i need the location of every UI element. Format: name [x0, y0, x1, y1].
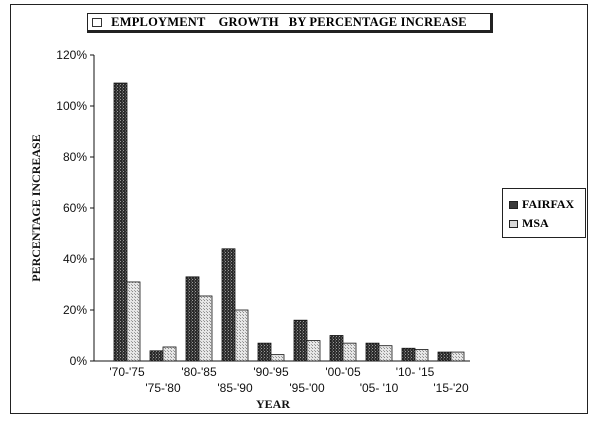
- bar-series-2-2: [162, 346, 177, 362]
- bar-series-2-10: [450, 351, 465, 362]
- bar-series-1-9: [401, 347, 416, 362]
- bar-series-2-7: [342, 342, 357, 362]
- legend-item-series-1: FAIRFAX: [509, 197, 574, 212]
- bar-series-2-4: [234, 309, 249, 362]
- x-axis-title: YEAR: [256, 397, 290, 411]
- bar-series-1-2: [149, 350, 164, 362]
- y-tick-label: 120%: [56, 48, 87, 62]
- legend-label-series-2: MSA: [522, 216, 549, 230]
- title-box-icon: [92, 18, 102, 27]
- bar-series-1-7: [329, 335, 344, 362]
- x-tick-label: '15-'20: [433, 381, 469, 395]
- x-tick-label: '90-'95: [253, 365, 289, 379]
- x-tick-label: '75-'80: [145, 381, 181, 395]
- x-tick-label: '85-'90: [217, 381, 253, 395]
- x-tick-label: '05- '10: [360, 381, 399, 395]
- y-tick-label: 20%: [63, 303, 87, 317]
- x-tick-label: '95-'00: [289, 381, 325, 395]
- bar-series-2-3: [198, 295, 213, 362]
- y-tick-label: 60%: [63, 201, 87, 215]
- y-tick-label: 100%: [56, 99, 87, 113]
- bar-series-2-6: [306, 340, 321, 362]
- bar-series-2-9: [414, 349, 429, 362]
- chart-legend: FAIRFAX MSA: [502, 188, 586, 238]
- legend-swatch-dark: [509, 200, 518, 209]
- bar-series-2-8: [378, 345, 393, 362]
- x-tick-label: '70-'75: [109, 365, 145, 379]
- bar-series-2-5: [270, 354, 285, 362]
- y-axis-title: PERCENTAGE INCREASE: [29, 134, 43, 281]
- chart-title-box: EMPLOYMENT GROWTH BY PERCENTAGE INCREASE: [87, 13, 493, 33]
- x-tick-label: '00-'05: [325, 365, 361, 379]
- chart-title: EMPLOYMENT GROWTH BY PERCENTAGE INCREASE: [111, 14, 467, 29]
- bar-series-1-4: [221, 248, 236, 362]
- y-tick-label: 40%: [63, 252, 87, 266]
- legend-item-series-2: MSA: [509, 216, 549, 231]
- bar-series-1-6: [293, 319, 308, 362]
- bar-series-1-8: [365, 342, 380, 362]
- x-tick-label: '80-'85: [181, 365, 217, 379]
- bar-series-1-3: [185, 276, 200, 362]
- y-tick-label: 80%: [63, 150, 87, 164]
- bar-series-1-10: [437, 351, 452, 362]
- bar-series-2-1: [126, 281, 141, 362]
- x-tick-label: '10- '15: [396, 365, 435, 379]
- legend-label-series-1: FAIRFAX: [522, 197, 575, 211]
- legend-swatch-light: [509, 219, 518, 228]
- bar-series-1-1: [113, 82, 128, 362]
- bar-series-1-5: [257, 342, 272, 362]
- y-tick-label: 0%: [70, 354, 88, 368]
